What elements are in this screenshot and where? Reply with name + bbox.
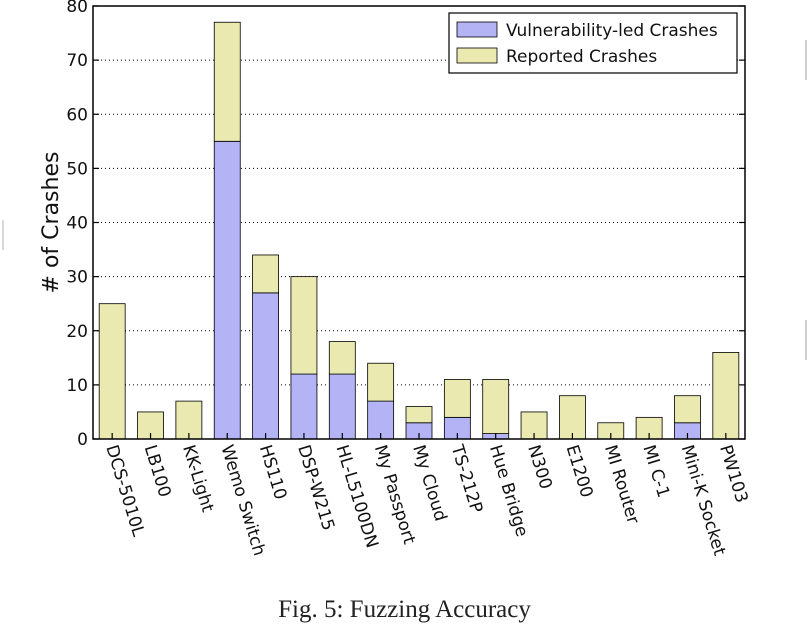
x-tick-label: DSP-W215 — [293, 443, 338, 533]
x-tick-label: LB100 — [140, 443, 175, 500]
y-tick-label: 80 — [66, 0, 88, 17]
left-edge-marker — [2, 220, 4, 250]
y-tick-label: 30 — [66, 268, 88, 288]
bar-segment — [406, 407, 432, 423]
bar-segment — [253, 293, 279, 439]
grid-lines — [93, 60, 745, 385]
legend-swatch — [457, 22, 497, 37]
y-tick-label: 0 — [77, 430, 88, 450]
y-tick-label: 40 — [66, 214, 88, 234]
bar-segment — [444, 379, 470, 417]
legend-label: Vulnerability-led Crashes — [506, 21, 718, 41]
x-tick-label: DCS-5010L — [101, 443, 148, 540]
x-tick-label: E1200 — [562, 443, 597, 501]
bar-segment — [253, 255, 279, 293]
bars-group — [99, 22, 739, 439]
bar-segment — [674, 396, 700, 423]
legend-swatch — [457, 48, 497, 63]
bar-segment — [99, 304, 125, 439]
legend: Vulnerability-led Crashes Reported Crashe… — [449, 13, 737, 73]
bar-segment — [368, 363, 394, 401]
y-tick-label: 60 — [66, 105, 88, 125]
x-tick-label: HS110 — [255, 443, 291, 502]
bar-segment — [713, 352, 739, 439]
bar-segment — [214, 141, 240, 439]
y-axis-label: # of Crashes — [39, 152, 64, 294]
bar-segment — [329, 374, 355, 439]
right-edge-marker — [805, 320, 807, 360]
y-tick-label: 50 — [66, 159, 88, 179]
x-tick-label: MI Router — [600, 443, 643, 527]
x-tick-label: My Cloud — [408, 443, 450, 524]
bar-segment — [291, 374, 317, 439]
y-tick-label: 20 — [66, 322, 88, 342]
x-tick-label: MI C-1 — [638, 443, 673, 500]
x-tick-label: PW103 — [715, 443, 752, 506]
y-tick-label: 10 — [66, 376, 88, 396]
bar-segment — [329, 342, 355, 374]
bar-segment — [559, 396, 585, 439]
x-tick-label: TS-212P — [446, 442, 486, 516]
legend-label: Reported Crashes — [506, 47, 657, 67]
y-tick-label: 70 — [66, 51, 88, 71]
x-tick-label: Hue Bridge — [485, 443, 532, 540]
bar-segment — [214, 22, 240, 141]
bar-segment — [291, 277, 317, 374]
bar-segment — [483, 379, 509, 433]
x-tick-label: N300 — [523, 443, 555, 492]
right-edge-marker — [805, 40, 807, 80]
x-tick-label: KK-Light — [178, 443, 217, 515]
figure-caption: Fig. 5: Fuzzing Accuracy — [0, 596, 809, 624]
